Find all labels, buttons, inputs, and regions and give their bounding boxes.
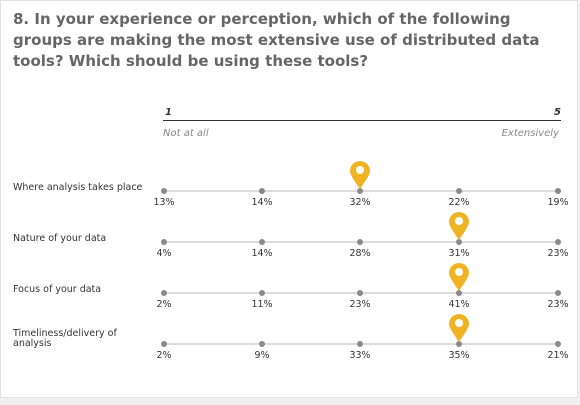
row-label: Timeliness/delivery of analysis [12,328,117,349]
percent-value: 14% [251,197,272,208]
percent-value: 4% [156,248,171,259]
scale-point-dot [456,341,462,347]
scale-max-label: 5 [554,107,561,118]
scale-point-dot [456,188,462,194]
pin-center [455,319,463,327]
pin-center [455,217,463,225]
scale-point-dot [161,341,167,347]
scale-point-dot [456,239,462,245]
scale-point-dot [357,290,363,296]
percent-value: 23% [349,299,370,310]
location-pin-icon [449,314,469,342]
scale-point-dot [555,188,561,194]
scale-point-dot [259,290,265,296]
likert-row: Focus of your data 2% 11% 23% 41% 23% [13,263,569,310]
percent-value: 33% [349,350,370,361]
pin-center [455,268,463,276]
percent-value: 13% [153,197,174,208]
pin-center [356,166,364,174]
percent-value: 22% [448,197,469,208]
location-pin-icon [449,212,469,240]
scale-axis-line [163,120,561,121]
percent-value: 31% [448,248,469,259]
likert-chart: Where analysis takes place 13% 14% 32% 22% 19… [12,161,569,361]
scale-min-label: 1 [165,107,172,118]
likert-row: Where analysis takes place 13% 14% 32% 22% 19… [13,161,569,208]
question-title: 8. In your experience or perception, whi… [13,10,540,70]
scale-point-dot [161,239,167,245]
percent-value: 41% [448,299,469,310]
percent-value: 35% [448,350,469,361]
percent-value: 32% [349,197,370,208]
scale-low-anchor: Not at all [163,128,209,139]
percent-value: 14% [251,248,272,259]
percent-value: 2% [156,350,171,361]
location-pin-icon [449,263,469,291]
percent-value: 19% [547,197,568,208]
scale-point-dot [555,290,561,296]
percent-value: 23% [547,248,568,259]
scale-point-dot [259,341,265,347]
likert-row: Timeliness/delivery of analysis 2% 9% 33% 35%… [12,314,569,361]
percent-value: 28% [349,248,370,259]
scale-point-dot [161,290,167,296]
scale-point-dot [357,341,363,347]
scale-point-dot [259,188,265,194]
row-label: Nature of your data [13,233,106,244]
scale-point-dot [357,239,363,245]
scale-point-dot [259,239,265,245]
percent-value: 9% [254,350,269,361]
scale-point-dot [555,239,561,245]
percent-value: 21% [547,350,568,361]
scale-high-anchor: Extensively [501,128,559,139]
location-pin-icon [350,161,370,189]
percent-value: 2% [156,299,171,310]
scale-point-dot [357,188,363,194]
survey-question-card: 8. In your experience or perception, whi… [0,0,578,398]
row-label: Where analysis takes place [13,182,143,193]
scale-point-dot [456,290,462,296]
scale-point-dot [161,188,167,194]
row-label: Focus of your data [13,284,101,295]
scale-point-dot [555,341,561,347]
percent-value: 23% [547,299,568,310]
likert-row: Nature of your data 4% 14% 28% 31% 23% [13,212,569,259]
percent-value: 11% [251,299,272,310]
